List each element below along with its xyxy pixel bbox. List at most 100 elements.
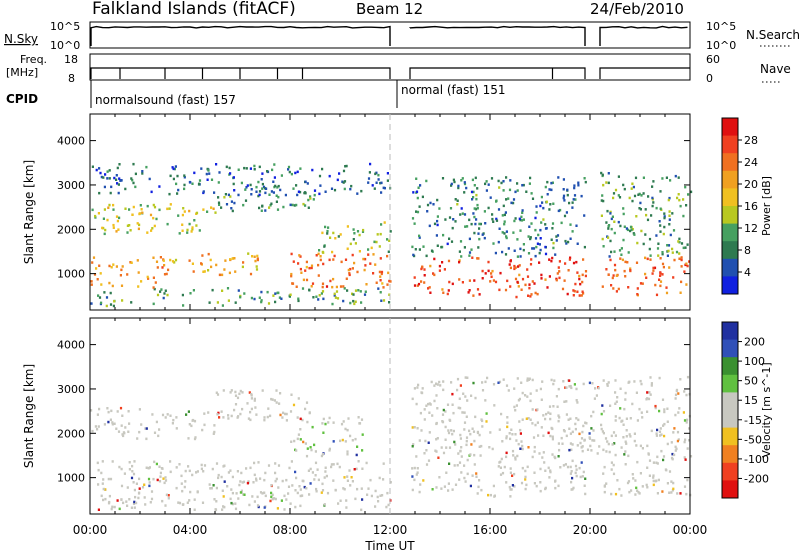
data-cell xyxy=(133,506,136,509)
data-cell xyxy=(217,473,220,477)
data-cell xyxy=(385,505,388,509)
data-cell xyxy=(217,196,220,199)
data-cell xyxy=(614,434,617,437)
data-cell xyxy=(289,293,292,296)
data-cell xyxy=(338,465,341,469)
data-cell xyxy=(517,285,520,288)
data-cell xyxy=(332,463,335,466)
data-cell xyxy=(640,382,643,386)
data-cell xyxy=(597,386,600,390)
data-cell xyxy=(257,461,260,464)
y-tick-label: 4000 xyxy=(57,135,85,148)
data-cell xyxy=(134,172,137,176)
data-cell xyxy=(646,410,649,413)
data-cell xyxy=(380,299,383,302)
data-cell xyxy=(569,384,572,388)
data-cell xyxy=(508,432,511,435)
data-cell xyxy=(217,411,220,415)
data-cell xyxy=(229,469,232,472)
data-cell xyxy=(94,214,97,218)
power-data-cells xyxy=(90,162,693,308)
data-cell xyxy=(108,177,111,180)
data-cell xyxy=(544,469,547,472)
data-cell xyxy=(201,254,204,257)
data-cell xyxy=(100,175,103,179)
data-cell xyxy=(515,404,518,407)
data-cell xyxy=(231,257,235,260)
data-cell xyxy=(635,444,638,447)
data-cell xyxy=(641,282,644,285)
data-cell xyxy=(207,252,210,256)
data-cell xyxy=(466,376,469,379)
data-cell xyxy=(633,380,636,383)
data-cell xyxy=(362,257,365,261)
data-cell xyxy=(672,487,675,491)
data-cell xyxy=(473,184,476,187)
data-cell xyxy=(418,248,421,251)
data-cell xyxy=(340,422,344,426)
data-cell xyxy=(387,271,390,275)
data-cell xyxy=(423,281,426,284)
data-cell xyxy=(326,491,330,495)
data-cell xyxy=(659,224,662,227)
data-cell xyxy=(660,449,663,453)
data-cell xyxy=(549,412,552,415)
data-cell xyxy=(680,256,683,259)
data-cell xyxy=(331,285,334,289)
data-cell xyxy=(663,212,666,215)
data-cell xyxy=(276,507,279,510)
data-cell xyxy=(602,183,605,187)
data-cell xyxy=(246,481,249,485)
data-cell xyxy=(283,494,286,498)
data-cell xyxy=(411,245,414,249)
data-cell xyxy=(453,180,456,184)
data-cell xyxy=(194,436,197,439)
data-cell xyxy=(569,223,572,226)
data-cell xyxy=(629,269,632,272)
data-cell xyxy=(183,210,186,213)
data-cell xyxy=(164,416,167,419)
data-cell xyxy=(379,279,382,282)
data-cell xyxy=(605,268,608,271)
data-cell xyxy=(311,282,315,285)
data-cell xyxy=(472,430,476,433)
data-cell xyxy=(519,428,522,432)
data-cell xyxy=(148,466,151,469)
data-cell xyxy=(433,273,436,277)
data-cell xyxy=(251,255,254,258)
data-cell xyxy=(447,289,450,292)
data-cell xyxy=(631,402,634,406)
data-cell xyxy=(648,459,652,462)
data-cell xyxy=(569,432,572,435)
data-cell xyxy=(309,482,312,485)
data-cell xyxy=(438,476,441,479)
data-cell xyxy=(411,467,414,470)
data-cell xyxy=(178,501,182,505)
data-cell xyxy=(679,378,682,381)
data-cell xyxy=(615,400,618,403)
data-cell xyxy=(297,299,300,303)
data-cell xyxy=(117,183,120,186)
data-cell xyxy=(674,445,677,449)
data-cell xyxy=(625,442,628,445)
data-cell xyxy=(115,427,118,430)
data-cell xyxy=(222,389,225,392)
data-cell xyxy=(305,260,308,264)
data-cell xyxy=(113,176,116,180)
data-cell xyxy=(566,193,569,197)
data-cell xyxy=(367,181,370,184)
data-cell xyxy=(126,486,129,489)
data-cell xyxy=(350,476,353,479)
data-cell xyxy=(463,428,466,431)
data-cell xyxy=(150,229,153,232)
data-cell xyxy=(503,222,506,226)
data-cell xyxy=(578,277,581,281)
data-cell xyxy=(442,380,445,383)
data-cell xyxy=(174,258,178,262)
data-cell xyxy=(558,270,561,273)
data-cell xyxy=(640,229,643,233)
data-cell xyxy=(656,428,659,432)
data-cell xyxy=(505,236,508,240)
data-cell xyxy=(162,477,165,480)
data-cell xyxy=(206,210,209,213)
